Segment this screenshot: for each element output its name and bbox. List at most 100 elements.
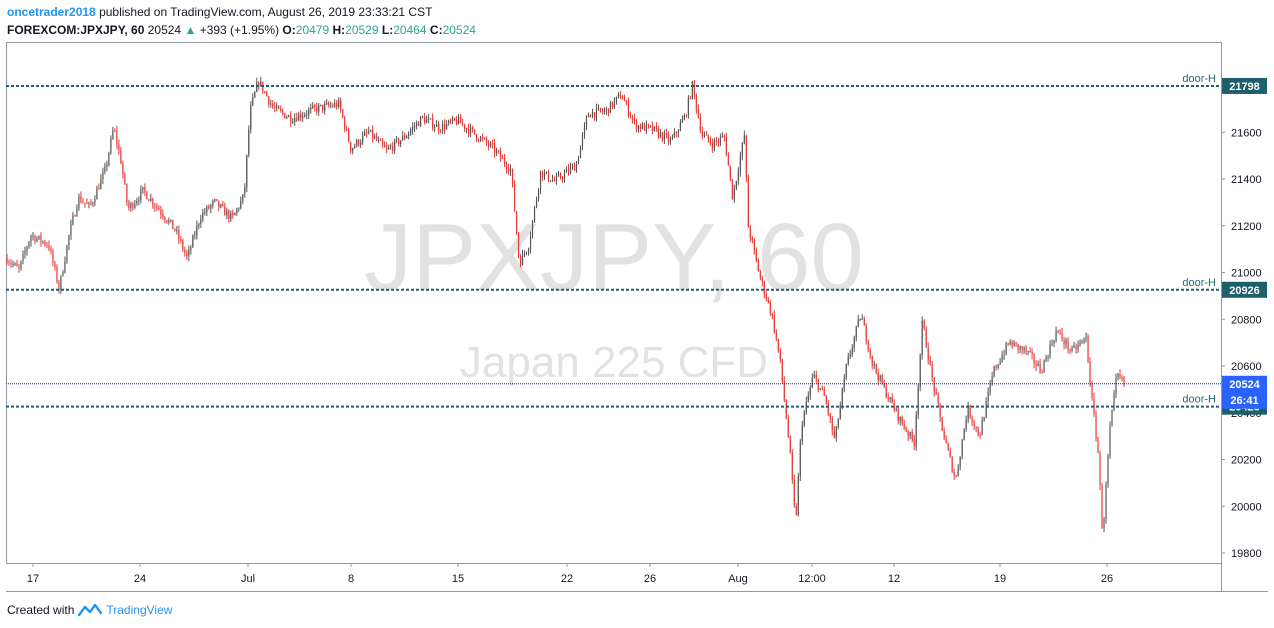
tradingview-link[interactable]: TradingView — [106, 603, 173, 617]
candle-body — [252, 97, 254, 106]
candle-body — [545, 171, 548, 173]
candle-body — [422, 116, 424, 118]
candle-body — [487, 142, 490, 146]
candle-body — [390, 146, 392, 148]
candle-body — [74, 215, 76, 217]
candle-body — [861, 318, 863, 320]
candle-body — [735, 181, 737, 189]
candle-body — [749, 227, 751, 238]
candle-body — [785, 399, 787, 419]
time-axis[interactable]: 17 24 Jul 8 15 22 26 Aug 12:00 12 19 26 — [27, 563, 1113, 585]
candle-body — [613, 100, 616, 107]
candle-body — [1033, 354, 1035, 364]
candle-body — [138, 200, 140, 202]
candle-body — [603, 110, 606, 112]
candle-body — [280, 108, 282, 111]
candle-body — [204, 212, 206, 214]
candle-body — [1079, 342, 1081, 345]
candle-body — [955, 476, 957, 478]
candle-body — [1115, 377, 1117, 394]
candle-body — [589, 114, 592, 118]
candle-body — [322, 104, 324, 111]
candle-body — [202, 212, 204, 220]
candle-body — [539, 171, 542, 190]
candle-body — [567, 169, 570, 173]
candle-body — [943, 430, 945, 439]
candle-body — [893, 403, 895, 411]
candle-body — [126, 184, 128, 203]
low-label: L: — [381, 23, 394, 37]
candle-body — [174, 228, 176, 231]
candle-body — [751, 237, 753, 241]
candle-body — [28, 241, 30, 248]
candle-body — [42, 241, 44, 243]
candle-body — [719, 137, 721, 143]
candle-body — [769, 301, 771, 314]
candle-body — [723, 136, 725, 138]
candle-body — [194, 235, 196, 237]
candle-body — [667, 134, 670, 142]
candle-body — [619, 94, 622, 99]
candle-body — [1023, 347, 1025, 351]
candle-body — [10, 263, 12, 265]
candle-body — [891, 397, 893, 404]
candle-body — [771, 313, 773, 315]
candle-body — [1077, 344, 1079, 350]
candle-body — [457, 116, 460, 124]
candle-body — [108, 152, 110, 165]
candle-body — [501, 157, 504, 159]
price-axis[interactable]: 1980020000202002040020600208002100021200… — [1221, 127, 1262, 560]
candle-body — [987, 392, 989, 402]
candle-body — [306, 114, 308, 116]
candle-body — [32, 235, 34, 237]
candle-body — [475, 134, 478, 140]
candle-body — [120, 150, 122, 164]
candle-body — [795, 505, 797, 515]
candle-body — [797, 476, 799, 515]
candle-body — [430, 118, 432, 120]
candle-body — [158, 207, 160, 210]
candle-body — [392, 146, 394, 151]
candle-body — [144, 186, 146, 192]
candle-body — [112, 130, 114, 139]
candle-body — [1085, 336, 1087, 339]
candle-body — [533, 207, 536, 221]
price-tick-label: 20800 — [1231, 314, 1262, 326]
candle-body — [396, 138, 398, 141]
candle-body — [471, 127, 474, 130]
candle-body — [224, 205, 226, 216]
candle-body — [342, 109, 344, 118]
candle-body — [8, 263, 10, 265]
candle-body — [827, 402, 829, 414]
author-link[interactable]: oncetrader2018 — [7, 5, 96, 19]
candle-body — [344, 117, 346, 130]
candle-body — [88, 202, 90, 204]
candle-body — [338, 100, 340, 107]
candle-body — [547, 171, 550, 181]
candle-body — [192, 235, 194, 248]
candle-body — [92, 202, 94, 205]
candle-body — [535, 198, 538, 208]
candle-body — [270, 103, 272, 105]
footer: Created with TradingView — [7, 603, 172, 617]
candle-body — [713, 140, 715, 149]
candle-body — [675, 131, 678, 134]
candle-body — [649, 125, 652, 127]
candle-body — [507, 168, 510, 172]
candle-body — [404, 135, 406, 139]
candle-body — [1099, 452, 1101, 486]
candle-body — [849, 353, 851, 357]
candle-body — [1091, 383, 1093, 398]
candle-body — [1119, 373, 1121, 378]
candle-body — [402, 135, 404, 141]
candle-body — [50, 248, 52, 252]
candle-body — [266, 91, 268, 97]
candle-body — [973, 421, 975, 427]
candle-body — [1081, 340, 1083, 343]
candle-body — [515, 211, 518, 234]
candle-body — [789, 436, 791, 453]
candle-body — [855, 326, 857, 338]
candle-body — [637, 125, 640, 130]
